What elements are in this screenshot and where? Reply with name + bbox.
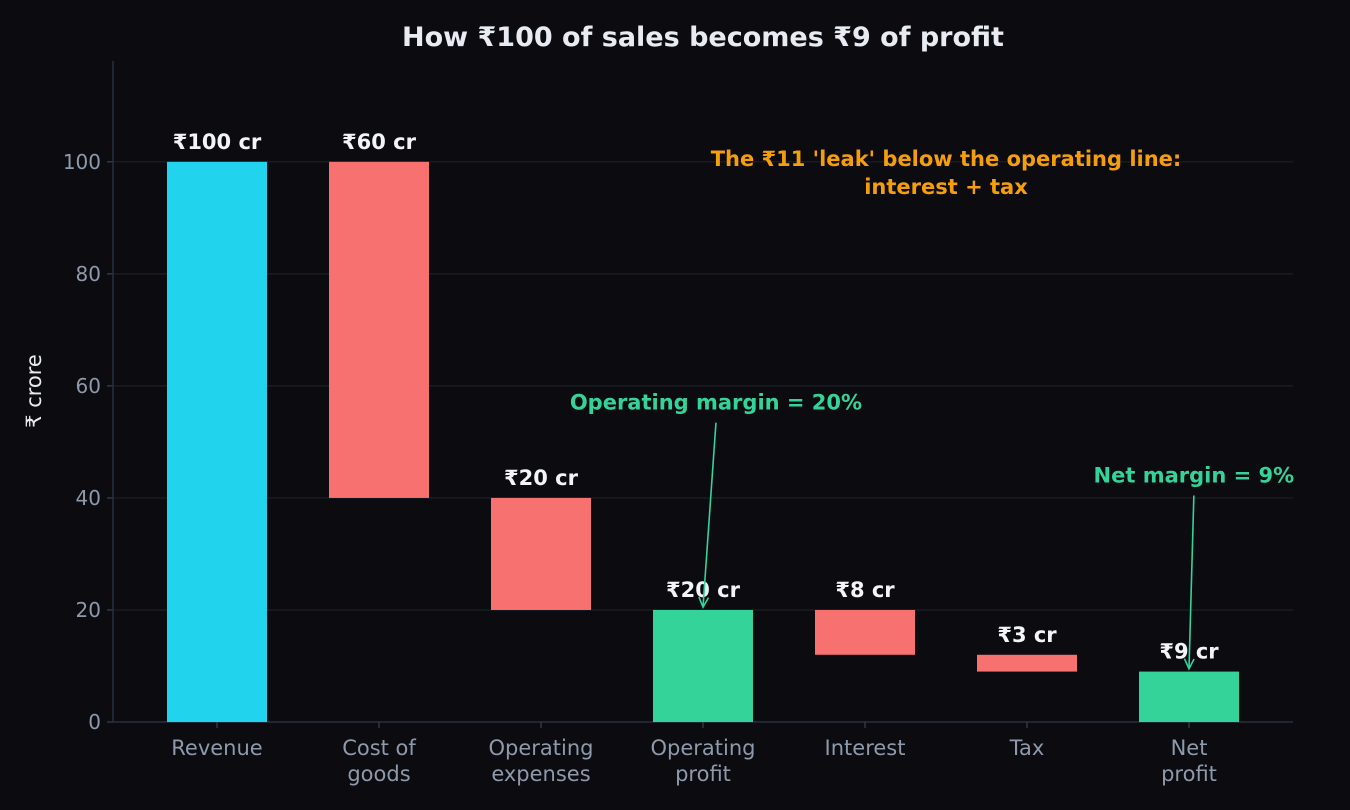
annotation-text: interest + tax (864, 175, 1028, 199)
bar (491, 497, 591, 610)
bar-value-label: ₹100 cr (173, 130, 262, 154)
y-tick-label: 100 (63, 150, 101, 174)
bar-value-label: ₹8 cr (835, 578, 895, 602)
x-tick-label: Cost of (342, 736, 416, 760)
annotation-layer: The ₹11 'leak' below the operating line:… (570, 147, 1295, 671)
y-tick-label: 20 (76, 598, 101, 622)
x-tick-label: expenses (491, 762, 590, 786)
bar (977, 654, 1077, 672)
y-tick-label: 40 (76, 486, 101, 510)
annotation-arrowhead (1183, 658, 1195, 671)
bars-layer (167, 161, 1239, 722)
x-tick-label: Operating (489, 736, 594, 760)
bar (815, 609, 915, 655)
x-tick-label: profit (1161, 762, 1217, 786)
y-tick-label: 80 (76, 262, 101, 286)
bar (329, 161, 429, 498)
annotation-arrowhead (698, 596, 710, 609)
annotation-arrow (1188, 495, 1195, 669)
bar (167, 161, 267, 722)
grid-layer (113, 161, 1293, 611)
annotation-text: Net margin = 9% (1094, 464, 1295, 488)
y-tick-label: 0 (88, 710, 101, 734)
x-tick-label: Tax (1009, 736, 1045, 760)
bar-value-label: ₹20 cr (504, 466, 579, 490)
annotation-text: Operating margin = 20% (570, 391, 862, 415)
y-axis-label: ₹ crore (22, 354, 46, 428)
chart-title: How ₹100 of sales becomes ₹9 of profit (402, 22, 1004, 53)
annotation-arrow (702, 422, 717, 608)
x-tick-label: Operating (651, 736, 756, 760)
y-tick-label: 60 (76, 374, 101, 398)
bar-value-label: ₹60 cr (342, 130, 417, 154)
bar-value-label: ₹3 cr (997, 623, 1057, 647)
x-tick-label: Net (1171, 736, 1208, 760)
bar (1139, 671, 1239, 722)
x-tick-label: Interest (825, 736, 906, 760)
annotation-text: The ₹11 'leak' below the operating line: (711, 147, 1182, 171)
x-tick-label: profit (675, 762, 731, 786)
bar (653, 609, 753, 722)
x-tick-label: goods (347, 762, 410, 786)
x-tick-label: Revenue (171, 736, 262, 760)
